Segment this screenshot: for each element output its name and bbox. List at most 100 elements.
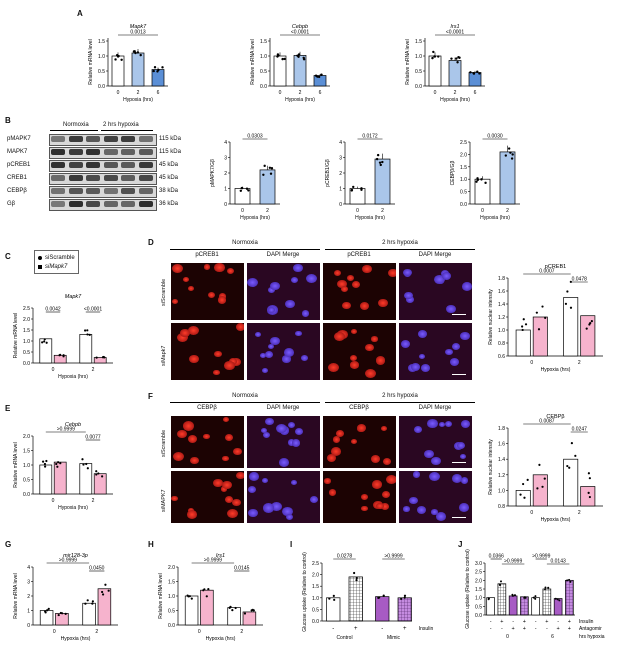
nucleus — [263, 431, 271, 439]
nucleus — [225, 434, 234, 441]
nucleus — [350, 439, 357, 445]
data-point — [450, 57, 453, 60]
data-point — [297, 53, 301, 56]
bar — [497, 583, 507, 616]
nucleus — [187, 285, 195, 292]
chart-irs1-hypoxia: 0.0 0.5 1.0 1.5 Relative mRNA level Irs1 0 2 6 Hy… — [405, 24, 485, 103]
y-tick-label: 1.8 — [498, 276, 505, 282]
stain-image — [322, 415, 397, 469]
nucleus — [336, 279, 347, 288]
wb-band — [138, 162, 153, 168]
nucleus — [405, 295, 414, 303]
y-tick-label: 1.2 — [498, 315, 505, 321]
nucleus — [285, 300, 296, 309]
nucleus — [287, 422, 296, 429]
data-point — [507, 147, 511, 150]
y-tick-label: 1.0 — [98, 54, 105, 60]
wb-band — [103, 188, 118, 194]
wb-band — [138, 201, 153, 207]
bar — [97, 588, 112, 626]
nucleus — [276, 423, 287, 433]
y-axis-label: Relative mRNA level — [13, 313, 19, 359]
y-tick-label: 1.0 — [260, 54, 267, 60]
data-point — [350, 189, 353, 192]
stain-image — [170, 415, 245, 469]
y-tick-label: 2.5 — [23, 306, 30, 312]
antagomir-sign: + — [512, 626, 515, 632]
nucleus — [417, 505, 427, 514]
stain-image — [170, 322, 245, 381]
nucleus — [226, 267, 235, 275]
insulin-sign: + — [545, 619, 548, 625]
data-point — [229, 605, 232, 608]
data-point — [590, 320, 593, 323]
legend-item-siscramble: siScramble — [38, 253, 75, 262]
chart-title: Irs1 — [216, 553, 225, 559]
legend-item-simapk7: siMapk7 — [38, 262, 75, 271]
wb-row-label: pCREB1 — [7, 162, 31, 168]
y-tick-label: 1.0 — [460, 177, 467, 183]
y-tick-label: 0.5 — [312, 607, 319, 613]
p-value-label: 0.0145 — [234, 566, 250, 572]
data-point — [403, 594, 407, 597]
y-tick-label: 0.5 — [260, 69, 267, 75]
channel-header: CEBPβ — [197, 405, 217, 411]
data-point — [532, 596, 535, 599]
p-value-label: >0.9999 — [504, 559, 522, 565]
data-point — [283, 57, 286, 61]
nucleus — [430, 509, 438, 516]
p-value-label: 0.0013 — [130, 30, 146, 36]
nucleus — [381, 503, 389, 510]
chart-title: pCREB1 — [545, 264, 566, 270]
data-point — [568, 466, 571, 469]
y-tick-label: 1.0 — [475, 596, 482, 602]
data-point — [239, 189, 243, 192]
wb-band — [121, 149, 135, 155]
data-point — [569, 306, 573, 309]
chart-title: Mapk7 — [65, 294, 82, 300]
data-point — [245, 187, 249, 190]
nucleus — [342, 301, 352, 310]
p-value-label: 0.0030 — [487, 134, 503, 140]
wb-band — [86, 149, 100, 155]
data-point — [480, 178, 483, 181]
x-axis-label: Hypoxia (hrs) — [480, 215, 510, 221]
y-tick-label: 0 — [339, 202, 342, 208]
bar — [515, 490, 531, 507]
group-label-mimic: Mimic — [387, 635, 401, 641]
legend-c: siScramble siMapk7 — [34, 250, 79, 274]
channel-header: DAPI Merge — [418, 405, 452, 411]
p-value-label: 0.0077 — [85, 435, 101, 441]
panel-label-j: J — [458, 540, 463, 549]
nucleus — [446, 304, 456, 314]
data-point — [332, 594, 335, 597]
nucleus — [429, 471, 441, 482]
nucleus — [326, 454, 337, 462]
data-point — [120, 58, 123, 61]
y-tick-label: 0.0 — [312, 619, 319, 625]
data-point — [95, 473, 98, 476]
nucleus — [183, 277, 190, 283]
chart-i-glucose-mimic: 0.0 0.5 1.0 1.5 2.0 2.5 Glucose uptake (Relati… — [302, 552, 433, 641]
nucleus — [346, 275, 354, 281]
p-value-label: <0.0001 — [446, 30, 464, 36]
nucleus — [233, 447, 242, 455]
y-tick-label: 2 — [27, 594, 30, 600]
chart-title: Irs1 — [450, 24, 459, 30]
y-tick-label: 0.0 — [98, 84, 105, 90]
data-point — [588, 495, 591, 499]
data-point — [243, 612, 247, 615]
y-tick-label: 0 — [27, 623, 30, 629]
nucleus — [227, 509, 238, 519]
nucleus — [300, 355, 308, 361]
hypoxia-6-label: 6 — [551, 634, 554, 640]
data-point — [535, 311, 538, 314]
wb-row-label: Gβ — [7, 201, 16, 207]
scale-bar — [452, 516, 466, 518]
insulin-sign: + — [500, 619, 503, 625]
data-point — [59, 353, 62, 356]
bar — [508, 595, 518, 616]
data-point — [43, 340, 46, 343]
data-point — [469, 71, 472, 74]
x-axis-label: Hypoxia (hrs) — [541, 517, 571, 523]
